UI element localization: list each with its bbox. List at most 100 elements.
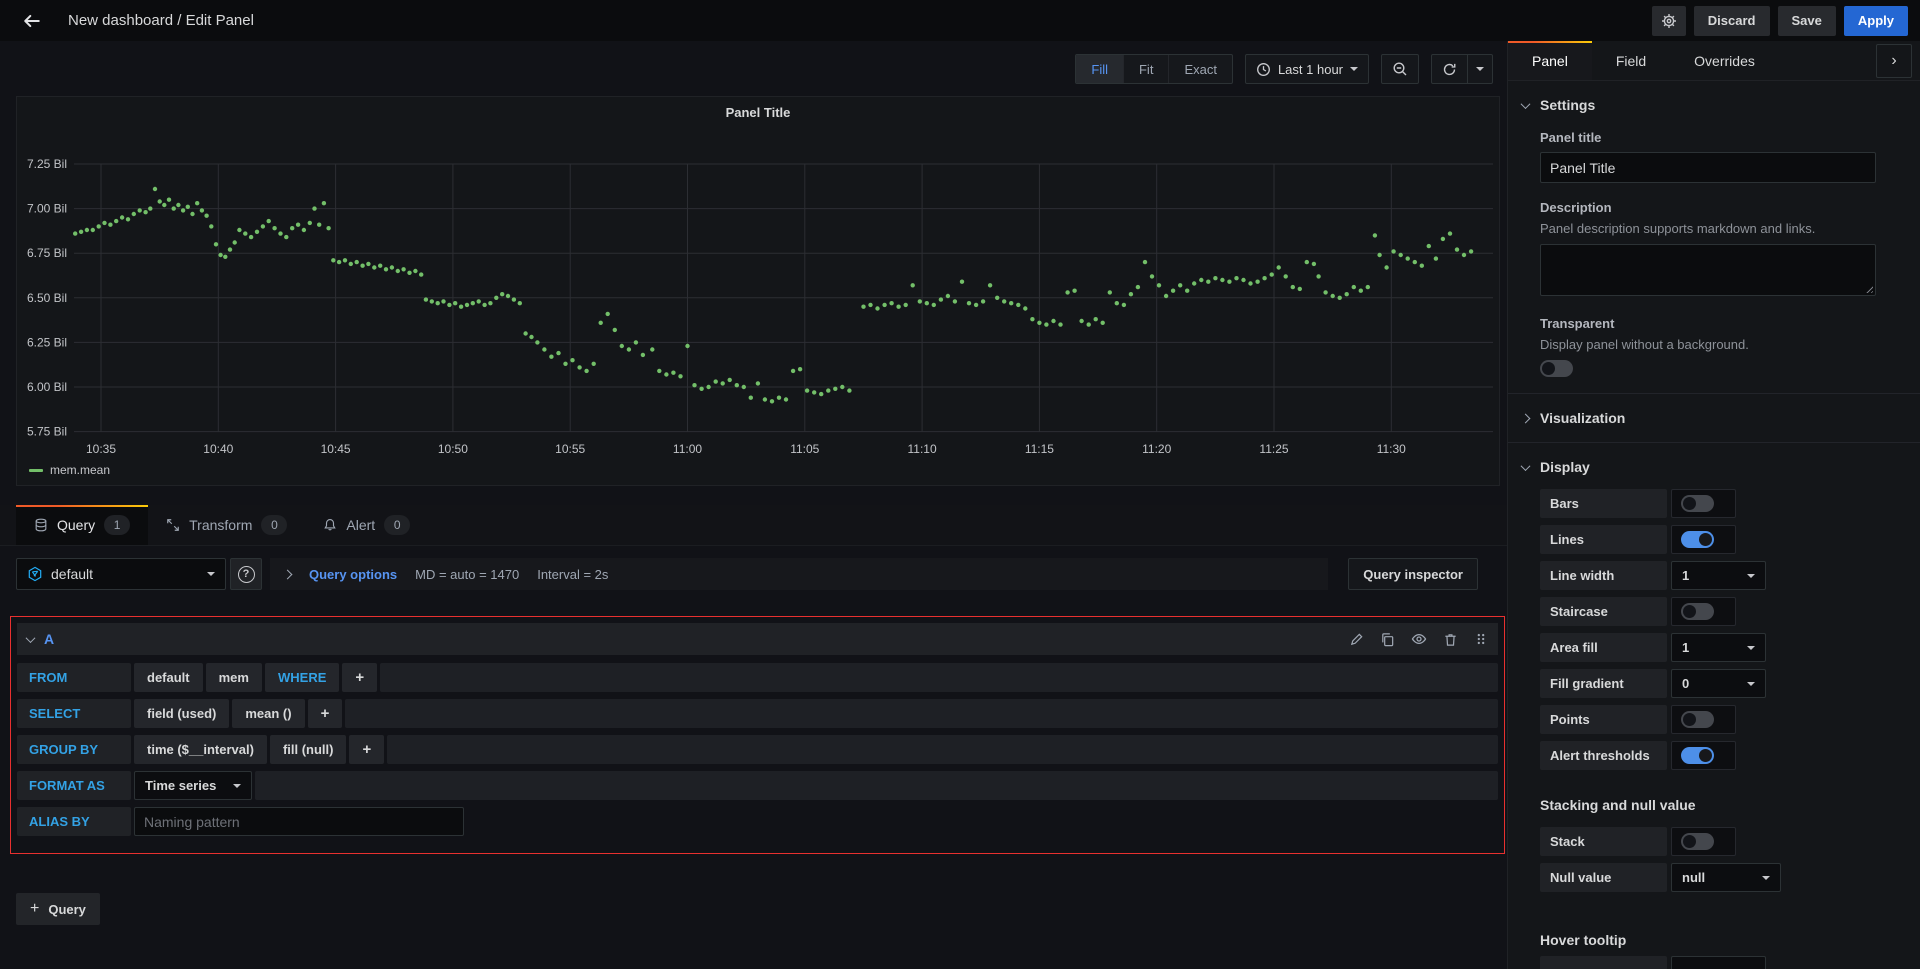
toggle-stack[interactable] (1671, 827, 1736, 856)
toggle-points[interactable] (1671, 705, 1736, 734)
chevron-down-icon[interactable] (25, 632, 36, 643)
sidebar-collapse-button[interactable]: › (1876, 44, 1912, 78)
display-mode-fill[interactable]: Fill (1076, 55, 1124, 83)
hide-eye-icon[interactable] (1411, 631, 1427, 647)
refresh-interval-dropdown[interactable] (1468, 54, 1493, 84)
tab-alert[interactable]: Alert 0 (305, 505, 428, 545)
svg-text:11:30: 11:30 (1377, 442, 1406, 456)
question-circle-icon: ? (237, 565, 255, 583)
query-part[interactable]: field (used) (134, 699, 230, 728)
chevron-down-icon (1762, 875, 1770, 880)
query-inspector-button[interactable]: Query inspector (1348, 558, 1478, 590)
select-fill-gradient[interactable]: 0 (1671, 669, 1766, 698)
svg-text:10:50: 10:50 (438, 442, 468, 456)
tab-field[interactable]: Field (1615, 52, 1647, 69)
chart-legend[interactable]: mem.mean (29, 463, 110, 477)
query-keyword-format-as[interactable]: FORMAT AS (17, 771, 131, 800)
sidebar-tabs: Panel Field Overrides › (1508, 41, 1920, 81)
description-label: Description (1540, 200, 1612, 215)
page-title: New dashboard / Edit Panel (68, 12, 254, 29)
select-[interactable] (1671, 956, 1766, 969)
tab-transform[interactable]: Transform 0 (148, 505, 305, 545)
datasource-help-button[interactable]: ? (230, 558, 262, 590)
max-data-points-value: MD = auto = 1470 (415, 566, 520, 582)
settings-section-header[interactable]: Settings (1508, 81, 1920, 113)
save-button[interactable]: Save (1777, 5, 1836, 36)
add-query-button[interactable]: + Query (16, 893, 100, 925)
panel-title-input[interactable] (1540, 152, 1876, 183)
chevron-down-icon (1476, 67, 1484, 71)
dashboard-settings-button[interactable] (1651, 5, 1686, 36)
delete-trash-icon[interactable] (1443, 632, 1458, 647)
svg-text:10:35: 10:35 (86, 442, 116, 456)
query-part[interactable]: WHERE (264, 663, 340, 692)
time-series-chart[interactable]: 7.25 Bil 7.00 Bil 6.75 Bil 6.50 Bil 6.25 Bil… (17, 97, 1499, 485)
svg-text:10:55: 10:55 (555, 442, 585, 456)
edit-area: Fill Fit Exact Last 1 hour 7.25 Bil 7 (0, 41, 1507, 969)
toggle-staircase[interactable] (1671, 597, 1736, 626)
option-row-staircase: Staircase (1540, 597, 1920, 626)
back-button[interactable] (12, 0, 52, 41)
stacking-options: Stack Null value null (1540, 827, 1920, 892)
display-options: Bars Lines Line width 1 Staircase Area fill 1 F… (1540, 489, 1920, 770)
add-part-button[interactable]: + (307, 699, 343, 728)
select-line-width[interactable]: 1 (1671, 561, 1766, 590)
display-mode-fit[interactable]: Fit (1124, 55, 1170, 83)
option-label: Fill gradient (1540, 669, 1667, 698)
chevron-down-icon (1747, 573, 1755, 578)
toggle-alert-thresholds[interactable] (1671, 741, 1736, 770)
zoom-out-button[interactable] (1381, 54, 1419, 84)
option-row-alert-thresholds: Alert thresholds (1540, 741, 1920, 770)
query-part[interactable]: fill (null) (269, 735, 347, 764)
display-mode-exact[interactable]: Exact (1184, 61, 1217, 77)
query-options-expander[interactable]: Query options (309, 566, 398, 582)
add-part-button[interactable]: + (342, 663, 378, 692)
svg-text:11:25: 11:25 (1259, 442, 1288, 456)
format-as-select[interactable]: Time series (134, 771, 252, 800)
drag-handle-icon[interactable] (1474, 632, 1488, 646)
tab-panel[interactable]: Panel (1508, 41, 1592, 80)
refresh-button[interactable] (1431, 54, 1468, 84)
top-navbar: New dashboard / Edit Panel Discard Save … (0, 0, 1920, 41)
hover-tooltip-options (1540, 956, 1920, 969)
query-part[interactable]: mean () (232, 699, 305, 728)
chevron-down-icon (207, 572, 215, 576)
add-part-button[interactable]: + (349, 735, 385, 764)
query-row-alias-by: ALIAS BY (17, 807, 1498, 836)
option-label: Lines (1540, 525, 1667, 554)
option-row-null-value: Null value null (1540, 863, 1920, 892)
visualization-section-header[interactable]: Visualization (1508, 394, 1920, 426)
query-part[interactable]: default (134, 663, 203, 692)
query-row-header[interactable]: A (17, 623, 1498, 655)
tab-overrides[interactable]: Overrides (1694, 52, 1755, 69)
query-keyword-alias-by[interactable]: ALIAS BY (17, 807, 131, 836)
discard-button[interactable]: Discard (1693, 5, 1770, 36)
select-null-value[interactable]: null (1671, 863, 1781, 892)
datasource-picker[interactable]: default (16, 558, 226, 590)
display-mode-group: Fill Fit Exact (1075, 54, 1233, 84)
apply-button[interactable]: Apply (1843, 5, 1908, 36)
refresh-icon (1442, 62, 1457, 77)
transparent-toggle[interactable] (1540, 360, 1573, 377)
tab-badge: 1 (104, 515, 131, 535)
duplicate-copy-icon[interactable] (1380, 632, 1395, 647)
query-keyword-from[interactable]: FROM (17, 663, 131, 692)
toggle-lines[interactable] (1671, 525, 1736, 554)
option-row-points: Points (1540, 705, 1920, 734)
query-keyword-group-by[interactable]: GROUP BY (17, 735, 131, 764)
display-section-header[interactable]: Display (1508, 443, 1920, 475)
alias-by-input[interactable] (134, 807, 464, 836)
query-keyword-select[interactable]: SELECT (17, 699, 131, 728)
influxdb-logo-icon (27, 566, 43, 582)
query-part[interactable]: mem (205, 663, 262, 692)
time-range-picker[interactable]: Last 1 hour (1244, 54, 1369, 84)
edit-pencil-icon[interactable] (1349, 632, 1364, 647)
select-area-fill[interactable]: 1 (1671, 633, 1766, 662)
toggle-bars[interactable] (1671, 489, 1736, 518)
tab-query[interactable]: Query 1 (16, 505, 149, 545)
svg-text:11:20: 11:20 (1142, 442, 1171, 456)
query-part[interactable]: time ($__interval) (134, 735, 267, 764)
option-label: Staircase (1540, 597, 1667, 626)
description-textarea[interactable] (1540, 244, 1876, 296)
hover-tooltip-heading: Hover tooltip (1540, 932, 1627, 948)
